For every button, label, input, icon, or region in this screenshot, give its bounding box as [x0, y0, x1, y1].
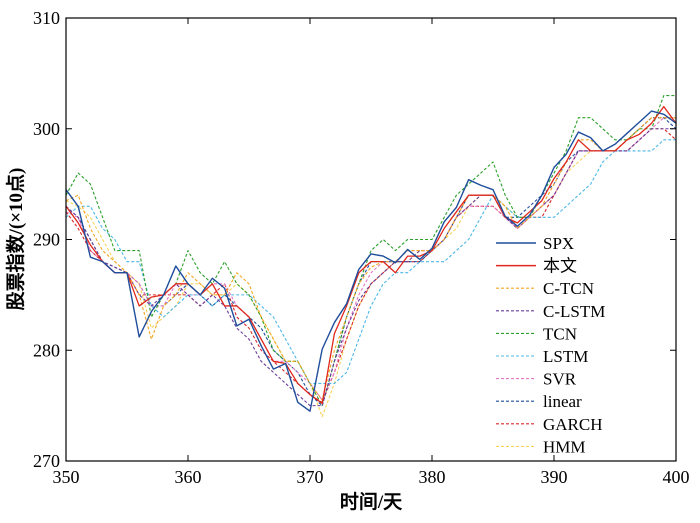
series-line-5	[65, 139, 676, 385]
x-tick-label: 400	[663, 467, 690, 487]
series-line-0	[65, 110, 677, 412]
legend-label: GARCH	[543, 415, 603, 434]
series-line-9	[65, 117, 676, 418]
plot-frame	[65, 17, 677, 462]
x-tick-label: 350	[53, 467, 80, 487]
legend-label: C-TCN	[543, 279, 594, 298]
legend-label: SPX	[543, 234, 574, 253]
y-tick-label: 280	[33, 340, 60, 360]
series-line-1	[65, 105, 677, 405]
legend-label: linear	[543, 392, 582, 411]
x-axis-label: 时间/天	[340, 491, 403, 513]
x-tick-label: 370	[297, 467, 324, 487]
legend-label: HMM	[543, 437, 586, 456]
y-tick-label: 310	[33, 8, 60, 28]
legend-label: TCN	[543, 324, 577, 343]
legend-label: LSTM	[543, 347, 588, 366]
legend: SPX 本文 C-TCN C-LSTM TCN LSTM SVR linear GARCH HMM	[496, 234, 605, 456]
series-layer	[65, 94, 677, 418]
x-tick-label: 390	[541, 467, 568, 487]
legend-label: SVR	[543, 370, 577, 389]
x-tick-label: 360	[175, 467, 202, 487]
tick-layer: 350 360 370 380 390 400 270 280 290 300 310	[33, 8, 690, 487]
y-axis-label: 股票指数/(×10点)	[4, 168, 27, 311]
y-tick-label: 300	[33, 119, 60, 139]
y-tick-label: 270	[33, 451, 60, 471]
x-tick-label: 380	[419, 467, 446, 487]
legend-label: C-LSTM	[543, 302, 605, 321]
legend-label: 本文	[543, 257, 577, 276]
y-tick-label: 290	[33, 230, 60, 250]
